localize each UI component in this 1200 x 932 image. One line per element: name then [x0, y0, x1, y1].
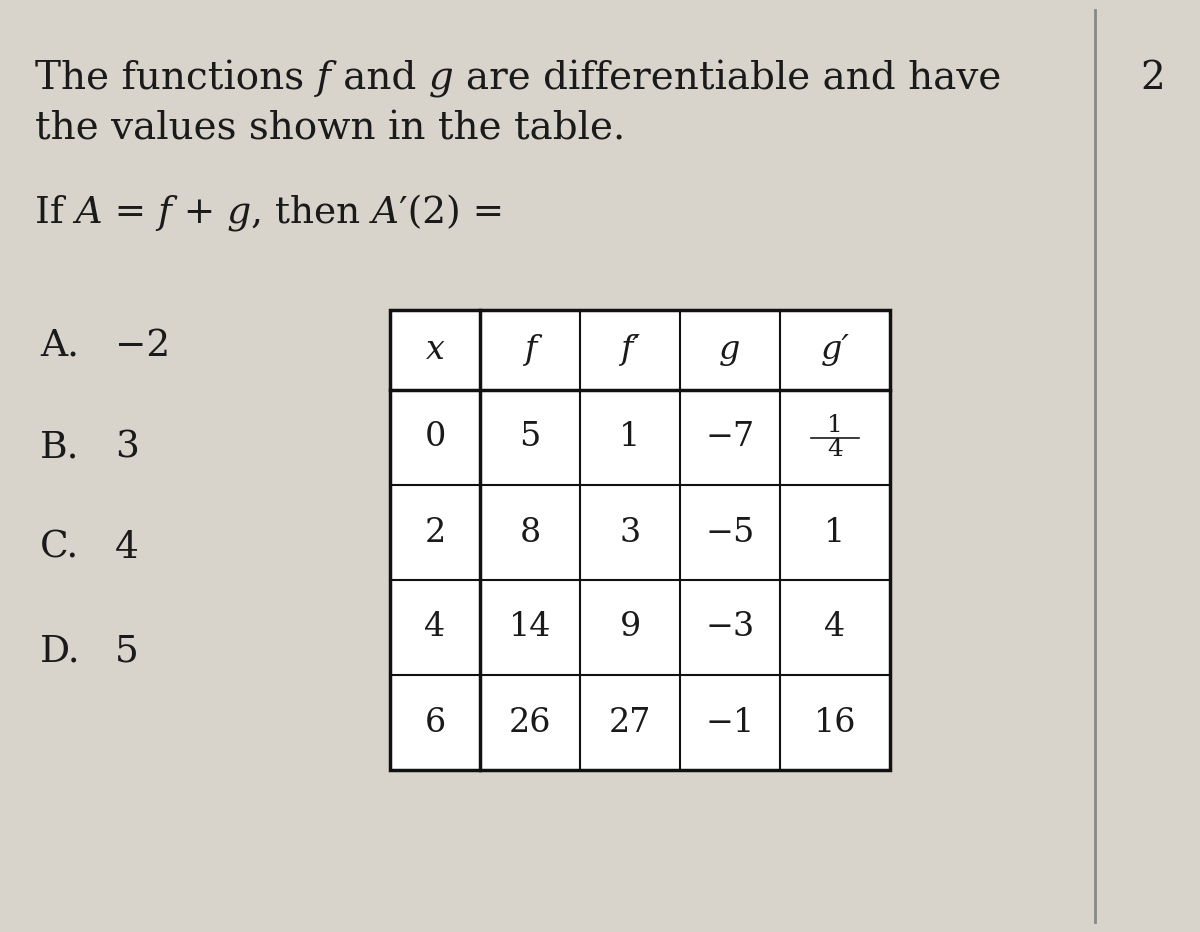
Text: 9: 9 — [619, 611, 641, 643]
Text: 1: 1 — [824, 516, 846, 549]
Text: the values shown in the table.: the values shown in the table. — [35, 110, 625, 147]
Text: A.: A. — [40, 328, 79, 364]
Text: 0: 0 — [425, 421, 445, 454]
Text: 1: 1 — [619, 421, 641, 454]
Text: g: g — [719, 334, 740, 366]
Bar — [390, 310, 890, 770]
Text: 8: 8 — [520, 516, 541, 549]
Text: 1: 1 — [827, 414, 842, 437]
Text: D.: D. — [40, 633, 80, 669]
Text: 4: 4 — [115, 530, 139, 566]
Text: −2: −2 — [115, 328, 170, 364]
Text: B.: B. — [40, 430, 79, 466]
Text: 5: 5 — [115, 633, 139, 669]
Text: 14: 14 — [509, 611, 551, 643]
Text: 5: 5 — [520, 421, 541, 454]
Text: 2: 2 — [1140, 60, 1165, 97]
Text: −7: −7 — [706, 421, 755, 454]
Text: 2: 2 — [425, 516, 445, 549]
Text: 4: 4 — [827, 438, 842, 461]
Text: C.: C. — [40, 530, 79, 566]
Text: f′: f′ — [620, 334, 640, 366]
Text: 3: 3 — [619, 516, 641, 549]
Text: −1: −1 — [706, 706, 755, 738]
Text: 4: 4 — [824, 611, 846, 643]
Text: f: f — [524, 334, 536, 366]
Text: 4: 4 — [425, 611, 445, 643]
Text: 3: 3 — [115, 430, 139, 466]
Text: g′: g′ — [821, 334, 850, 366]
Text: The functions 𝑓 and 𝑔 are differentiable and have: The functions 𝑓 and 𝑔 are differentiable… — [35, 60, 1001, 98]
Bar — [390, 310, 890, 770]
Text: −5: −5 — [706, 516, 755, 549]
Text: x: x — [426, 334, 444, 366]
Text: 26: 26 — [509, 706, 551, 738]
Text: 27: 27 — [608, 706, 652, 738]
Text: 6: 6 — [425, 706, 445, 738]
Text: 16: 16 — [814, 706, 857, 738]
Text: −3: −3 — [706, 611, 755, 643]
Text: If 𝐴 = 𝑓 + 𝑔, then 𝐴′(2) =: If 𝐴 = 𝑓 + 𝑔, then 𝐴′(2) = — [35, 195, 504, 232]
